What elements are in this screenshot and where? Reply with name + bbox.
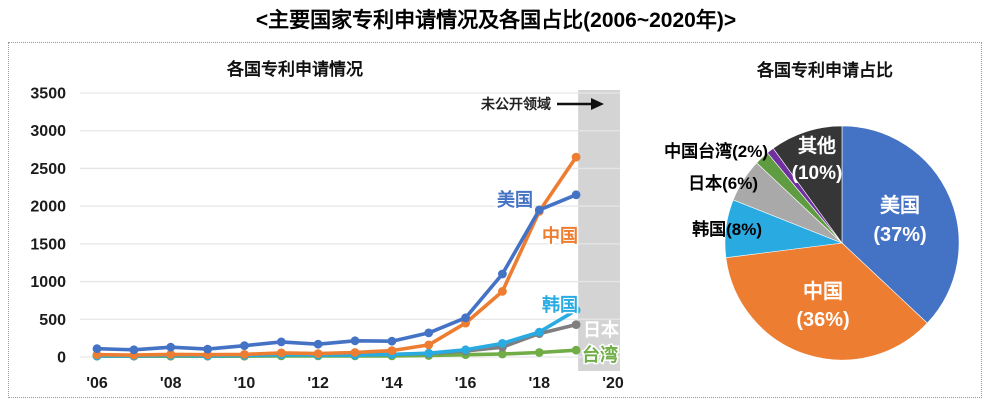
data-point-china bbox=[350, 348, 360, 357]
data-point-usa bbox=[166, 342, 176, 352]
unpublished-band bbox=[578, 90, 620, 371]
line-series-usa: 美国 bbox=[92, 188, 581, 355]
pie-label-text: 其他 bbox=[798, 134, 836, 157]
line-series-china: 中国 bbox=[92, 152, 581, 360]
series-label-japan: 日本 bbox=[583, 319, 619, 340]
y-tick-label: 3500 bbox=[30, 86, 66, 103]
data-point-taiwan bbox=[498, 349, 507, 359]
unpublished-label: 未公开领域 bbox=[481, 96, 551, 112]
data-point-china bbox=[276, 348, 286, 358]
data-point-usa bbox=[571, 190, 581, 200]
line-chart-title: 各国专利申请情况 bbox=[227, 60, 363, 79]
series-label-korea: 韩国 bbox=[542, 294, 578, 315]
page-title: <主要国家专利申请情况及各国占比(2006~2020年)> bbox=[255, 9, 737, 32]
arrow-head-icon bbox=[591, 98, 604, 110]
data-point-usa bbox=[350, 336, 360, 346]
pie-label-text: 韩国(8%) bbox=[692, 219, 762, 239]
x-tick-label: '14 bbox=[381, 375, 403, 392]
pie-chart-title: 各国专利申请占比 bbox=[757, 61, 893, 80]
pie-label-korea: 韩国(8%) bbox=[692, 219, 762, 239]
series-label-usa: 美国 bbox=[497, 189, 533, 210]
y-tick-label: 0 bbox=[57, 350, 66, 367]
data-point-china bbox=[498, 287, 507, 296]
data-point-china bbox=[424, 340, 434, 350]
x-tick-label: '16 bbox=[455, 375, 477, 392]
series-line-usa bbox=[95, 193, 578, 352]
y-tick-label: 500 bbox=[39, 312, 66, 329]
pie-chart: 美国 (37%) 中国 (36%) 其他 (10%) 韩国(8%) 日本(6%) 中国台湾(2%… bbox=[664, 125, 960, 361]
pie-label-other: 其他 (10%) bbox=[792, 134, 843, 184]
data-point-china bbox=[240, 350, 249, 359]
data-point-usa bbox=[276, 337, 286, 347]
series-line-china bbox=[95, 155, 578, 357]
y-tick-label: 3000 bbox=[30, 123, 66, 140]
data-point-taiwan bbox=[571, 345, 581, 355]
pie-label-text: (37%) bbox=[873, 224, 926, 246]
data-point-usa bbox=[534, 205, 544, 215]
pie-label-text: 中国台湾(2%) bbox=[664, 141, 768, 161]
y-tick-label: 2000 bbox=[30, 199, 66, 216]
data-point-korea bbox=[571, 305, 581, 315]
data-point-usa bbox=[240, 341, 249, 351]
data-point-china bbox=[313, 349, 323, 358]
data-point-usa bbox=[203, 344, 213, 354]
data-point-usa bbox=[498, 269, 507, 279]
y-tick-label: 1000 bbox=[30, 274, 66, 291]
pie-label-japan: 日本(6%) bbox=[688, 173, 758, 193]
y-tick-label: 1500 bbox=[30, 236, 66, 253]
pie-label-text: 美国 bbox=[880, 193, 920, 217]
unpublished-annotation: 未公开领域 bbox=[481, 96, 604, 112]
pie-label-text: 中国 bbox=[803, 279, 843, 303]
data-point-china bbox=[387, 346, 397, 355]
pie-label-text: (36%) bbox=[796, 309, 849, 331]
pie-slice-china bbox=[725, 242, 928, 361]
line-chart: 0 500 1000 1500 2000 2500 3000 3500 '06 '08 '10 '12… bbox=[30, 86, 623, 392]
pie-label-text: 日本(6%) bbox=[688, 173, 758, 193]
data-point-japan bbox=[571, 320, 581, 329]
pie-slice-other bbox=[772, 125, 843, 244]
data-point-usa bbox=[387, 336, 397, 346]
pie-label-usa: 美国 (37%) bbox=[873, 193, 926, 246]
data-point-korea bbox=[424, 348, 434, 358]
pie-label-text: (10%) bbox=[792, 163, 843, 184]
data-point-usa bbox=[461, 313, 470, 323]
data-point-usa bbox=[129, 345, 139, 355]
series-label-taiwan: 台湾 bbox=[582, 344, 618, 365]
y-tick-label: 2500 bbox=[30, 161, 66, 178]
pie-slice-usa bbox=[841, 125, 960, 324]
data-point-usa bbox=[313, 339, 323, 349]
x-tick-label: '06 bbox=[86, 375, 108, 392]
data-point-usa bbox=[92, 344, 102, 354]
x-tick-label: '10 bbox=[234, 375, 256, 392]
x-tick-label: '08 bbox=[160, 375, 182, 392]
pie-label-taiwan: 中国台湾(2%) bbox=[664, 141, 768, 161]
data-point-china bbox=[571, 152, 581, 162]
data-point-usa bbox=[424, 328, 434, 338]
line-series-korea: 韩国 bbox=[92, 293, 581, 361]
x-tick-label: '18 bbox=[528, 375, 550, 392]
data-point-china bbox=[166, 350, 176, 359]
data-point-korea bbox=[461, 345, 470, 355]
data-point-korea bbox=[498, 339, 507, 348]
data-point-taiwan bbox=[534, 348, 544, 357]
data-point-korea bbox=[534, 327, 544, 337]
x-tick-label: '20 bbox=[602, 375, 624, 392]
series-label-china: 中国 bbox=[542, 225, 578, 246]
x-tick-label: '12 bbox=[307, 375, 329, 392]
pie-label-china: 中国 (36%) bbox=[796, 279, 849, 331]
